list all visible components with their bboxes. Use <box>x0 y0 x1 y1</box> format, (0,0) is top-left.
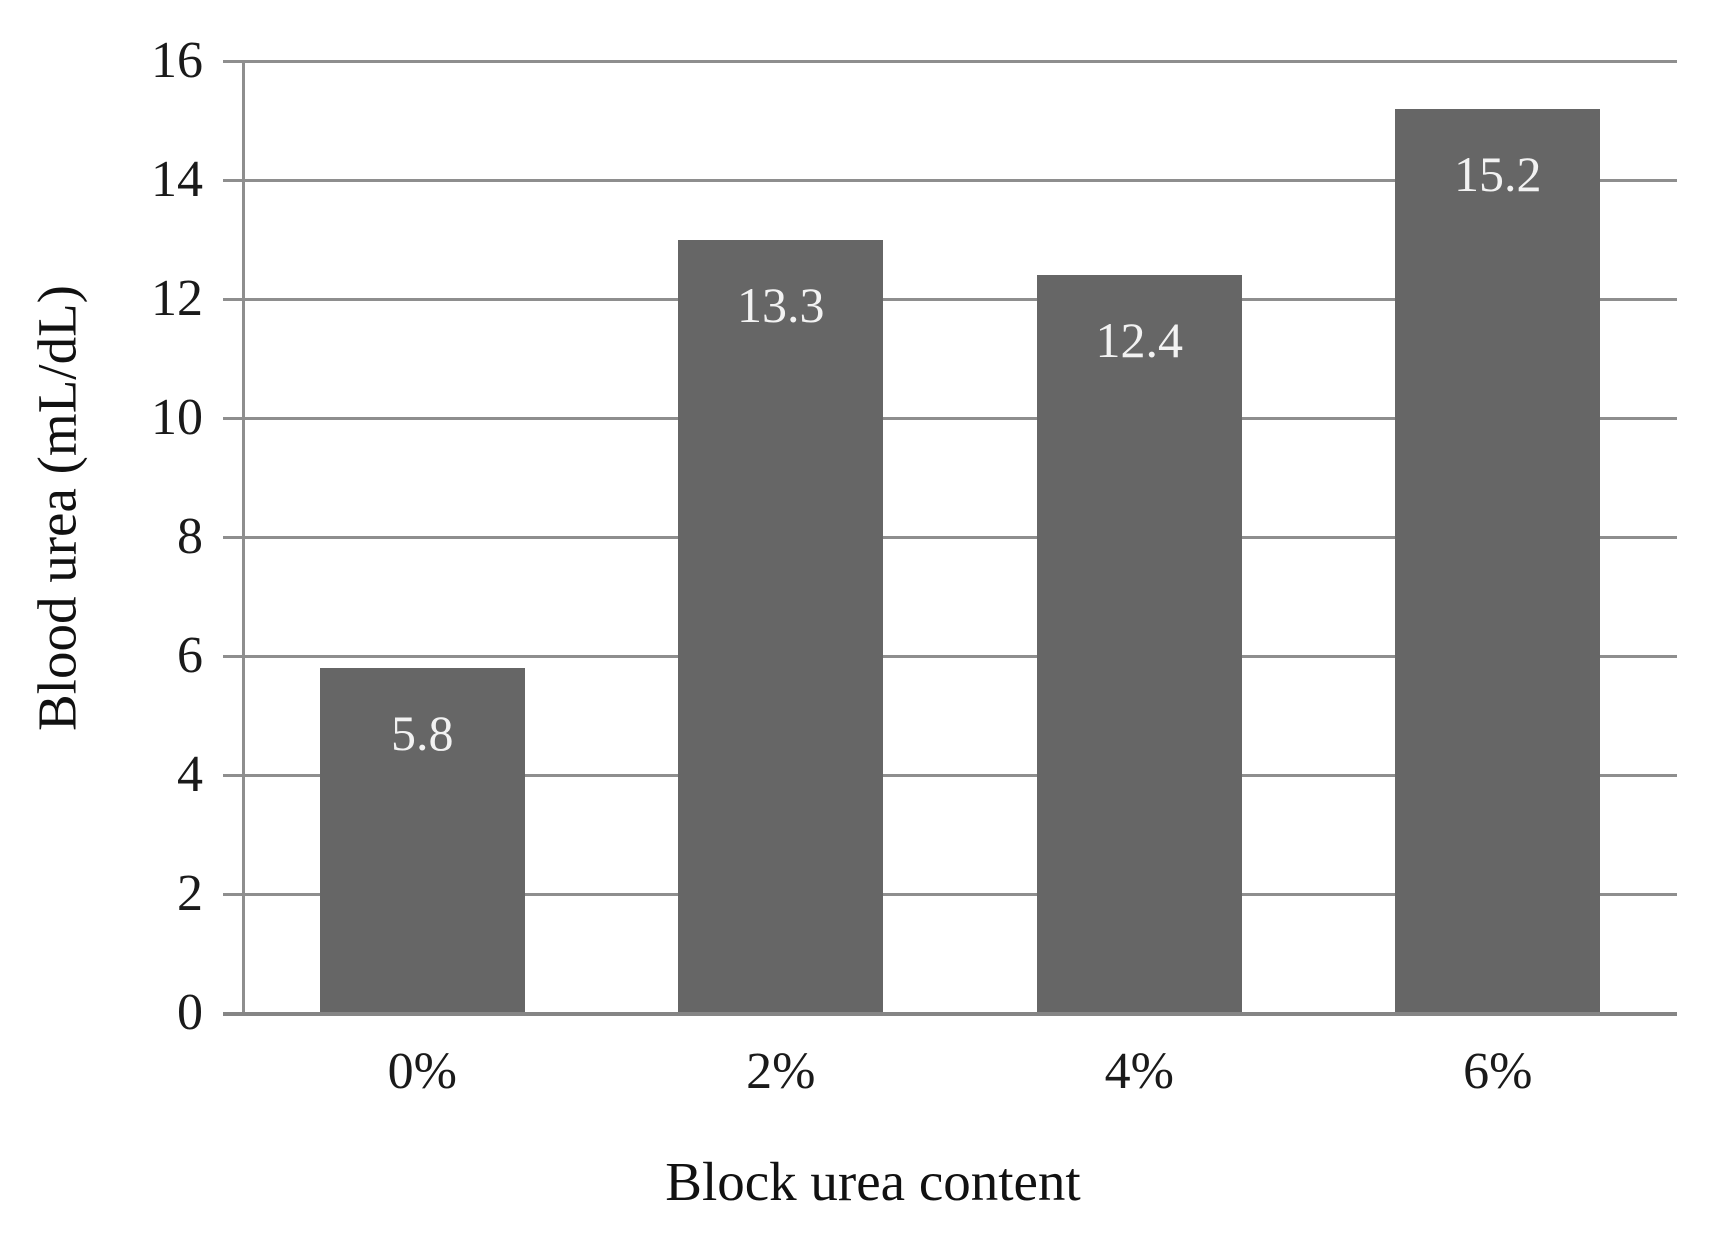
gridline <box>223 654 1677 658</box>
bar-value-label: 12.4 <box>1095 312 1184 369</box>
bar-value-label: 15.2 <box>1454 145 1542 202</box>
bar: 12.4 <box>1036 275 1242 1013</box>
gridline <box>223 416 1677 420</box>
y-tick-label: 2 <box>177 865 203 922</box>
x-axis-line <box>223 1012 1677 1016</box>
y-tick-label: 12 <box>151 270 203 327</box>
gridline <box>223 535 1677 539</box>
x-tick-label: 2% <box>746 1043 816 1100</box>
gridline <box>223 297 1677 301</box>
y-tick-label: 4 <box>177 746 203 803</box>
gridline <box>223 773 1677 777</box>
y-axis-line <box>241 61 245 1013</box>
x-tick-label: 0% <box>387 1043 457 1100</box>
bar-value-label: 5.8 <box>391 704 454 761</box>
bar: 5.8 <box>319 667 525 1013</box>
y-tick-label: 14 <box>151 151 203 208</box>
bar: 13.3 <box>678 239 884 1013</box>
gridline <box>223 892 1677 896</box>
gridline <box>223 59 1677 63</box>
y-tick-label: 10 <box>151 389 203 446</box>
x-tick-label: 4% <box>1104 1043 1174 1100</box>
y-tick-label: 16 <box>151 32 203 89</box>
x-tick-label: 6% <box>1463 1043 1533 1100</box>
bar-value-label: 13.3 <box>737 276 825 333</box>
y-tick-label: 8 <box>177 508 203 565</box>
y-tick-label: 0 <box>177 984 203 1041</box>
gridline <box>223 178 1677 182</box>
bar: 15.2 <box>1395 108 1601 1013</box>
x-axis-title: Block urea content <box>665 1151 1081 1212</box>
y-tick-label: 6 <box>177 627 203 684</box>
